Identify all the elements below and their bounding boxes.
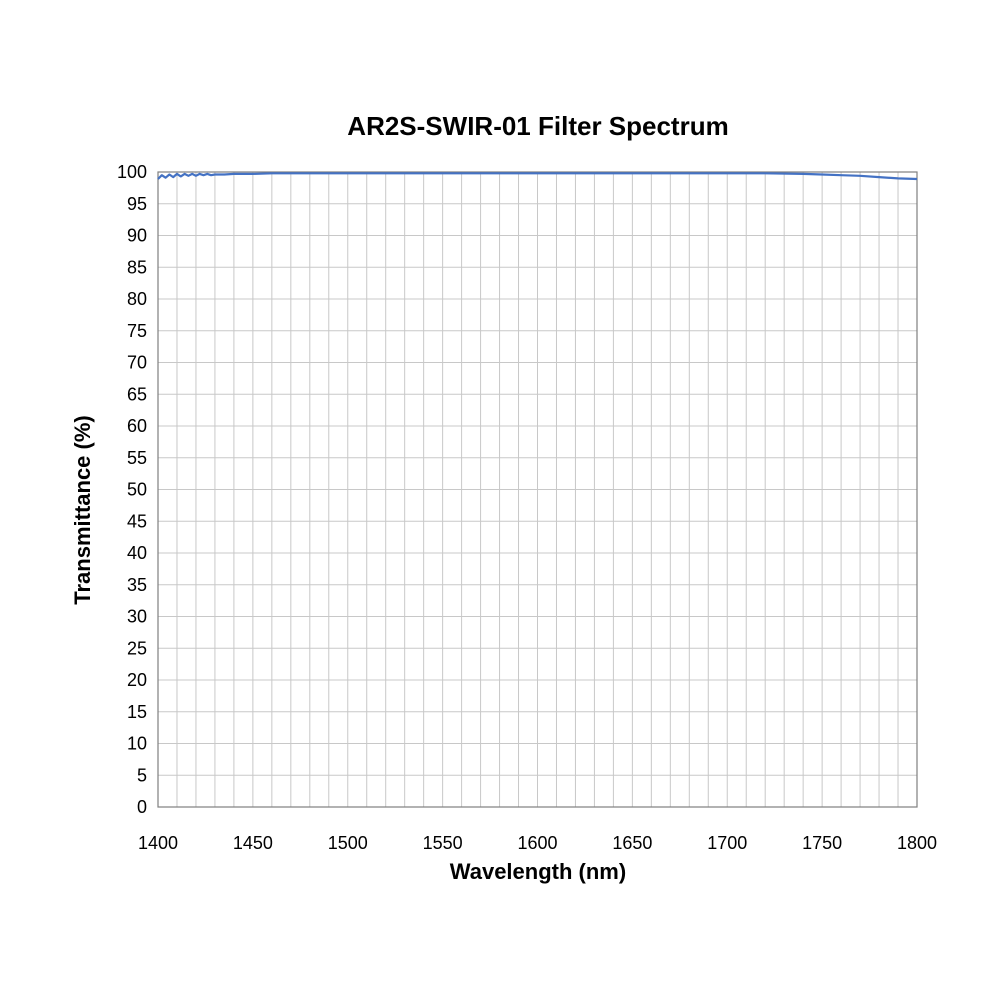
y-tick-label: 10 — [127, 734, 147, 754]
y-tick-label: 80 — [127, 289, 147, 309]
y-tick-label: 85 — [127, 257, 147, 277]
y-tick-label: 100 — [117, 162, 147, 182]
y-tick-label: 65 — [127, 384, 147, 404]
y-tick-label: 95 — [127, 194, 147, 214]
y-tick-label: 60 — [127, 416, 147, 436]
x-tick-label: 1800 — [897, 833, 937, 853]
series-layer — [157, 172, 918, 181]
chart-title: AR2S-SWIR-01 Filter Spectrum — [347, 111, 728, 141]
y-tick-label: 15 — [127, 702, 147, 722]
y-tick-label: 45 — [127, 511, 147, 531]
plot-area-border — [157, 171, 918, 808]
x-tick-label: 1450 — [233, 833, 273, 853]
y-tick-label: 20 — [127, 670, 147, 690]
x-tick-label: 1600 — [517, 833, 557, 853]
y-tick-label: 30 — [127, 607, 147, 627]
x-tick-label: 1400 — [138, 833, 178, 853]
y-tick-label: 35 — [127, 575, 147, 595]
x-tick-labels: 1400 1450 1500 1550 1600 1650 1700 1750 1800 — [138, 833, 937, 853]
y-tick-label: 55 — [127, 448, 147, 468]
x-tick-label: 1750 — [802, 833, 842, 853]
y-tick-label: 40 — [127, 543, 147, 563]
x-tick-label: 1700 — [707, 833, 747, 853]
y-tick-label: 70 — [127, 353, 147, 373]
y-tick-label: 75 — [127, 321, 147, 341]
x-tick-label: 1650 — [612, 833, 652, 853]
series-line — [157, 172, 918, 181]
y-tick-labels: 0 5 10 15 20 25 30 35 40 45 50 55 60 65 70 75 80 85 90 95 10… — [117, 162, 147, 817]
y-axis-title: Transmittance (%) — [70, 415, 95, 605]
x-axis-title: Wavelength (nm) — [450, 859, 626, 884]
x-tick-label: 1550 — [423, 833, 463, 853]
major-gridlines — [158, 203, 917, 776]
x-tick-label: 1500 — [328, 833, 368, 853]
y-tick-label: 5 — [137, 765, 147, 785]
y-tick-label: 90 — [127, 226, 147, 246]
y-tick-label: 25 — [127, 638, 147, 658]
y-tick-label: 50 — [127, 480, 147, 500]
y-tick-label: 0 — [137, 797, 147, 817]
